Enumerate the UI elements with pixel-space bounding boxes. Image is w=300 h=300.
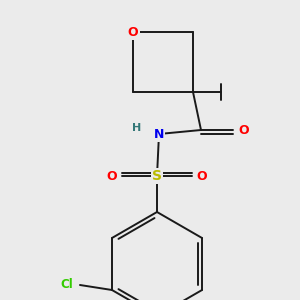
Text: O: O [239,124,249,136]
Text: O: O [128,26,138,38]
Text: O: O [107,169,117,182]
Text: S: S [152,169,162,183]
Text: N: N [154,128,164,140]
Text: O: O [197,169,207,182]
Text: H: H [132,123,142,133]
Text: Cl: Cl [61,278,73,292]
